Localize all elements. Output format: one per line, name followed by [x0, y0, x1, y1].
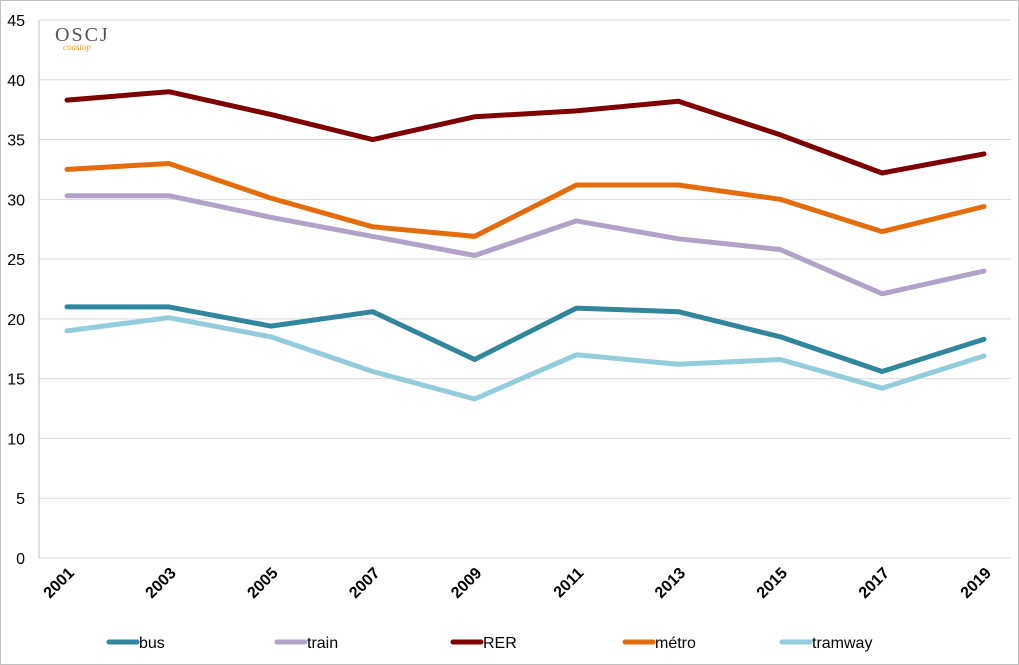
series-line-tramway [64, 315, 987, 402]
legend-label: train [307, 635, 338, 652]
y-tick-label: 25 [7, 252, 25, 269]
x-axis: 2001 2003 2005 2007 2009 2011 2013 2015 2017 2019 [41, 565, 995, 602]
y-tick-label: 45 [7, 13, 25, 30]
x-tick-label: 2019 [958, 565, 995, 602]
x-tick-label: 2003 [143, 565, 180, 602]
legend-item-bus: bus [106, 635, 165, 652]
y-tick-label: 35 [7, 133, 25, 150]
x-tick-label: 2005 [244, 565, 281, 602]
logo-subtext: coastop [63, 42, 91, 52]
x-tick-label: 2011 [551, 565, 588, 602]
x-tick-label: 2013 [652, 565, 689, 602]
series-line-RER [64, 89, 987, 176]
series-lines [64, 89, 987, 402]
x-tick-label: 2007 [346, 565, 383, 602]
oscj-logo: OSCJ coastop [55, 24, 110, 52]
legend-label: bus [139, 635, 165, 652]
series-line-métro [64, 161, 987, 239]
y-tick-label: 40 [7, 73, 25, 90]
series-line-train [64, 193, 987, 297]
legend-label: tramway [812, 635, 872, 652]
y-tick-label: 20 [7, 312, 25, 329]
legend: bus train RER métro tramway [106, 635, 872, 652]
y-axis: 0 5 10 15 20 25 30 35 40 45 [7, 13, 25, 568]
series-line-bus [64, 304, 987, 374]
logo-text: OSCJ [55, 24, 110, 46]
y-tick-label: 15 [7, 372, 25, 389]
x-tick-label: 2001 [41, 565, 78, 602]
x-tick-label: 2009 [448, 565, 485, 602]
legend-item-métro: métro [622, 635, 696, 652]
legend-item-train: train [274, 635, 338, 652]
legend-label: RER [483, 635, 517, 652]
legend-item-tramway: tramway [779, 635, 872, 652]
y-tick-label: 10 [7, 431, 25, 448]
y-tick-label: 0 [16, 551, 25, 568]
y-tick-label: 5 [16, 491, 25, 508]
legend-item-RER: RER [450, 635, 517, 652]
x-tick-label: 2015 [754, 565, 791, 602]
y-tick-label: 30 [7, 192, 25, 209]
x-tick-label: 2017 [856, 565, 893, 602]
legend-label: métro [655, 635, 696, 652]
